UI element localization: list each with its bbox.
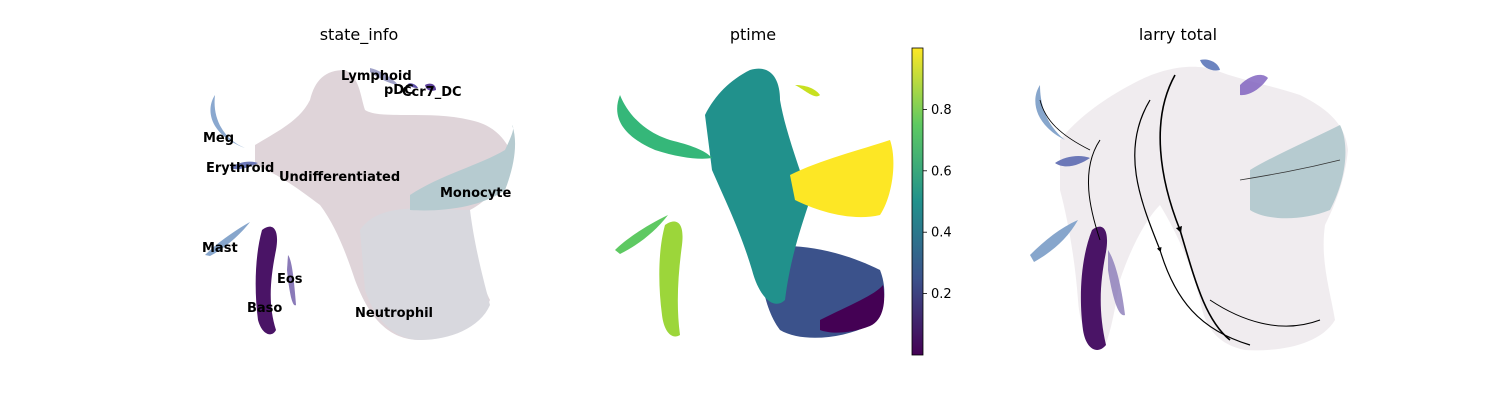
label-ccr7-dc: Ccr7_DC (402, 85, 462, 100)
cluster-pdc-region (408, 83, 418, 88)
label-eos: Eos (277, 272, 303, 287)
embedding-state-info (205, 68, 516, 340)
label-lymphoid: Lymphoid (341, 69, 412, 84)
streamline-5 (1039, 99, 1091, 151)
cluster-mast-region (205, 222, 250, 256)
label-undifferentiated: Undifferentiated (279, 170, 400, 185)
colorbar-tick-label: 0.4 (931, 226, 952, 241)
embedding-larry-total (1030, 59, 1348, 351)
ptime-region-dc (795, 85, 820, 97)
label-erythroid: Erythroid (206, 161, 274, 176)
colorbar-gradient (911, 47, 924, 356)
cluster-eos-region (287, 255, 296, 306)
colorbar: 0.2 0.4 0.6 0.8 (911, 47, 952, 356)
panel-title-ptime: ptime (730, 25, 776, 44)
colorbar-tick-label: 0.8 (931, 103, 952, 118)
colorbar-tick-label: 0.2 (931, 287, 952, 302)
larry-baso-cells (1080, 226, 1108, 350)
larry-monocyte-cells (1250, 125, 1346, 219)
larry-mast-cells (1030, 220, 1078, 262)
colorbar-tick-label: 0.6 (931, 164, 952, 179)
ptime-region-progenitor (705, 68, 810, 304)
cluster-labels: Lymphoid pDC Ccr7_DC Meg Erythroid Undif… (202, 69, 511, 321)
label-baso: Baso (247, 301, 282, 316)
embedding-ptime (615, 68, 894, 338)
panel-title-state-info: state_info (320, 25, 399, 45)
cluster-meg-region (210, 95, 245, 148)
cluster-neutrophil-region (360, 208, 490, 340)
ptime-region-baso (659, 221, 683, 337)
larry-erythroid-cells (1055, 155, 1090, 167)
streamline-4 (1239, 159, 1341, 181)
larry-dc-cells (1240, 74, 1268, 96)
label-pdc: pDC (384, 83, 414, 98)
ptime-region-meg-ery (617, 95, 712, 159)
streamline-1 (1159, 74, 1231, 341)
larry-eos-cells (1108, 250, 1125, 316)
label-mast: Mast (202, 241, 238, 256)
colorbar-ticks: 0.2 0.4 0.6 0.8 (923, 103, 952, 302)
ptime-region-late-neutrophil (820, 285, 885, 333)
cluster-ccr7-dc-region (425, 83, 436, 91)
cluster-baso-region (255, 226, 278, 335)
streamline-3 (1088, 139, 1101, 241)
larry-lymphoid-cells (1200, 59, 1220, 71)
label-meg: Meg (203, 131, 234, 146)
cluster-erythroid-region (230, 161, 258, 170)
streamline-2 (1134, 99, 1251, 346)
streamline-6 (1209, 299, 1321, 327)
cluster-lymphoid-region (370, 68, 398, 85)
label-monocyte: Monocyte (440, 186, 511, 201)
label-neutrophil: Neutrophil (355, 306, 433, 321)
larry-background-cells (1060, 66, 1348, 351)
panel-title-larry-total: larry total (1139, 25, 1217, 44)
ptime-region-monocyte (790, 140, 894, 218)
ptime-region-mast (615, 215, 668, 254)
cluster-monocyte-region (410, 125, 516, 211)
larry-meg-cells (1035, 85, 1065, 140)
